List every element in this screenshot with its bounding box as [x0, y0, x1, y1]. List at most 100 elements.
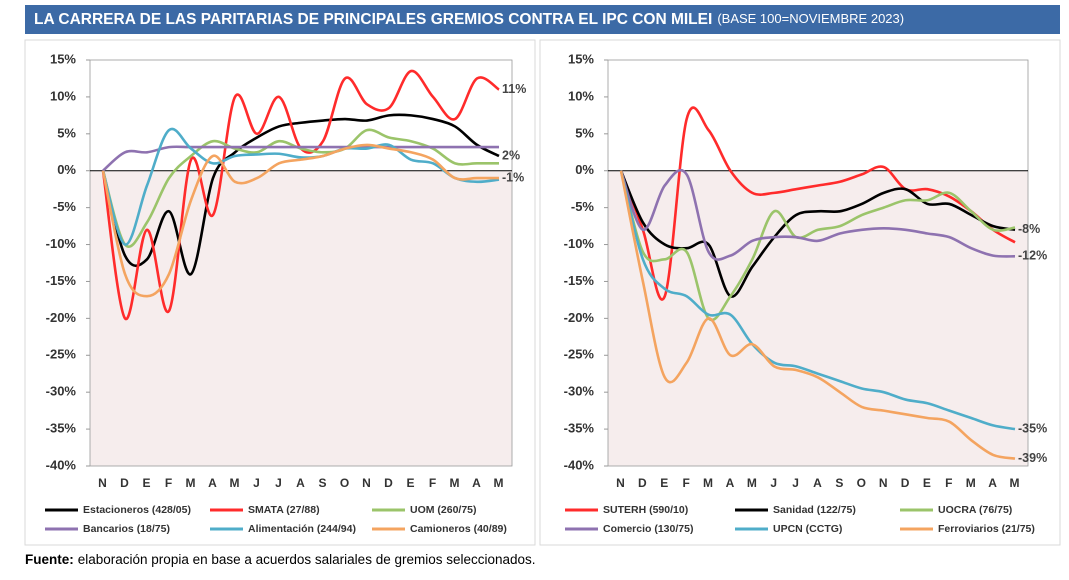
y-tick-label: 5% [57, 125, 76, 140]
x-tick-label: M [966, 476, 977, 490]
y-tick-label: -10% [564, 236, 595, 251]
y-tick-label: 0% [575, 162, 594, 177]
x-tick-label: F [429, 476, 437, 490]
legend-label: Sanidad (122/75) [773, 504, 856, 516]
x-tick-label: S [835, 476, 844, 490]
x-tick-label: N [879, 476, 889, 490]
title: LA CARRERA DE LAS PARITARIAS DE PRINCIPA… [34, 11, 712, 28]
x-tick-label: M [494, 476, 505, 490]
series-line [619, 170, 1016, 322]
series-line [101, 127, 500, 246]
series-line [619, 170, 1016, 460]
panel-left [24, 39, 536, 546]
x-tick-label: E [406, 476, 415, 490]
negative-zone [90, 170, 512, 466]
y-tick-label: -40% [46, 457, 77, 472]
x-tick-label: S [318, 476, 327, 490]
plot-border [607, 59, 1029, 467]
x-tick-label: J [253, 476, 261, 490]
x-tick-label: N [362, 476, 372, 490]
end-label: -39% [1018, 451, 1047, 465]
plots: 15% 10% 5% 0% -5% -10% -15% -20% -25% -30% -35% -40… [45, 51, 1047, 535]
series-line [102, 145, 499, 172]
x-tick-label: M [450, 476, 461, 490]
y-tick-label: -25% [564, 347, 595, 362]
end-label: 11% [502, 82, 526, 96]
x-tick-label: A [472, 476, 482, 490]
y-tick-label: 10% [568, 88, 594, 103]
source-text: elaboración propia en base a acuerdos sa… [78, 552, 536, 567]
end-label: -12% [1018, 249, 1047, 263]
x-tick-label: D [638, 476, 648, 490]
x-tick-label: M [186, 476, 197, 490]
series-line [619, 106, 1016, 301]
title-text: LA CARRERA DE LAS PARITARIAS DE PRINCIPA… [34, 11, 904, 28]
y-tick-label: 15% [568, 51, 594, 66]
y-tick-label: 0% [57, 162, 76, 177]
x-tick-label: A [813, 476, 823, 490]
series-line [101, 143, 499, 298]
x-tick-label: F [945, 476, 953, 490]
legend-label: Alimentación (244/94) [248, 523, 356, 535]
y-tick-label: 10% [50, 88, 76, 103]
legend-label: Bancarios (18/75) [83, 523, 170, 535]
plot-border [89, 59, 513, 467]
x-tick-label: A [296, 476, 306, 490]
y-tick-label: -15% [46, 273, 77, 288]
x-tick-label: A [988, 476, 998, 490]
x-tick-label: M [703, 476, 714, 490]
x-tick-label: A [726, 476, 736, 490]
legend-label: Ferroviarios (21/75) [938, 523, 1035, 535]
x-tick-label: J [275, 476, 283, 490]
y-tick-label: -35% [46, 421, 77, 436]
x-tick-label: E [142, 476, 151, 490]
y-tick-label: -15% [564, 273, 595, 288]
x-tick-label: E [923, 476, 932, 490]
x-tick-label: N [98, 476, 108, 490]
x-tick-label: M [747, 476, 758, 490]
x-tick-label: A [208, 476, 218, 490]
y-tick-label: -40% [564, 457, 595, 472]
y-tick-label: -10% [46, 236, 77, 251]
legend-label: Camioneros (40/89) [410, 523, 507, 535]
x-tick-label: N [616, 476, 626, 490]
x-tick-label: O [340, 476, 350, 490]
x-tick-label: J [770, 476, 778, 490]
y-tick-label: -20% [46, 310, 77, 325]
panel-right [539, 39, 1061, 546]
source: Fuente: elaboración propia en base a acue… [25, 552, 536, 567]
series-line [619, 170, 1016, 431]
y-tick-label: -5% [53, 199, 77, 214]
series-line [101, 128, 500, 248]
legend-label: Estacioneros (428/05) [83, 504, 191, 516]
end-label: -1% [502, 170, 524, 184]
x-tick-label: D [120, 476, 130, 490]
x-tick-label: D [384, 476, 394, 490]
x-tick-label: O [857, 476, 867, 490]
series-line [101, 69, 500, 320]
legend-label: UOM (260/75) [410, 504, 477, 516]
end-label: -35% [1018, 421, 1047, 435]
series-line [619, 168, 1016, 261]
legend-label: Comercio (130/75) [603, 523, 693, 535]
y-tick-label: -30% [564, 384, 595, 399]
y-tick-label: -5% [571, 199, 595, 214]
x-tick-label: M [230, 476, 241, 490]
x-tick-label: E [660, 476, 669, 490]
y-tick-label: -35% [564, 421, 595, 436]
subtitle: (BASE 100=NOVIEMBRE 2023) [717, 11, 904, 26]
negative-zone [608, 170, 1028, 466]
y-tick-label: -30% [46, 384, 77, 399]
legend-label: UOCRA (76/75) [938, 504, 1012, 516]
x-tick-label: M [1010, 476, 1021, 490]
x-tick-label: F [682, 476, 690, 490]
x-tick-label: J [792, 476, 800, 490]
legend-label: SMATA (27/88) [248, 504, 320, 516]
y-tick-label: -25% [46, 347, 77, 362]
series-line [101, 113, 500, 276]
y-tick-label: 5% [575, 125, 594, 140]
end-label: -8% [1018, 222, 1040, 236]
x-tick-label: F [165, 476, 173, 490]
end-label: 2% [502, 148, 520, 162]
